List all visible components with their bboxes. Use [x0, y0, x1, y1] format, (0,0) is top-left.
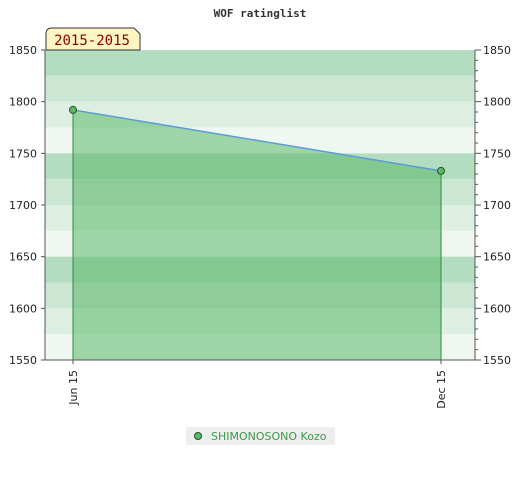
y-tick-label-right: 1850	[483, 44, 511, 57]
series-area	[73, 109, 441, 360]
y-tick-label-left: 1800	[9, 96, 37, 109]
y-tick-label-right: 1600	[483, 302, 511, 315]
area-layer	[72, 109, 442, 360]
data-point	[69, 105, 77, 114]
y-tick-label-left: 1850	[9, 44, 37, 57]
y-tick-label-left: 1600	[9, 302, 37, 315]
chart-title: WOF ratinglist	[214, 7, 307, 20]
legend-marker	[194, 432, 202, 440]
legend-label: SHIMONOSONO Kozo	[211, 430, 327, 443]
x-tick-label: Dec 15	[435, 370, 448, 409]
y-tick-label-right: 1800	[483, 96, 511, 109]
grid-band	[45, 75, 475, 102]
y-tick-label-right: 1700	[483, 199, 511, 212]
y-axis-right: 1550 1600 1650 1700 1750 1800 1850	[475, 44, 511, 367]
y-tick-label-left: 1550	[9, 354, 37, 367]
y-tick-label-left: 1700	[9, 199, 37, 212]
period-badge-label: 2015-2015	[54, 33, 130, 49]
data-point	[437, 166, 445, 175]
x-tick-label: Jun 15	[67, 370, 80, 406]
y-tick-label-left: 1650	[9, 251, 37, 264]
y-tick-label-left: 1750	[9, 147, 37, 160]
period-badge-box	[45, 27, 141, 51]
legend-box	[186, 427, 335, 445]
x-axis: Jun 15 Dec 15	[67, 360, 448, 409]
y-tick-label-right: 1650	[483, 251, 511, 264]
period-badge: 2015-2015	[45, 27, 141, 51]
series-line	[72, 109, 442, 172]
legend[interactable]: SHIMONOSONO Kozo	[186, 427, 335, 445]
y-tick-label-right: 1750	[483, 147, 511, 160]
grid-band	[45, 50, 475, 76]
data-points	[69, 105, 445, 175]
y-tick-label-right: 1550	[483, 354, 511, 367]
y-axis-left: 1550 1600 1650 1700 1750 1800 1850	[9, 44, 45, 367]
